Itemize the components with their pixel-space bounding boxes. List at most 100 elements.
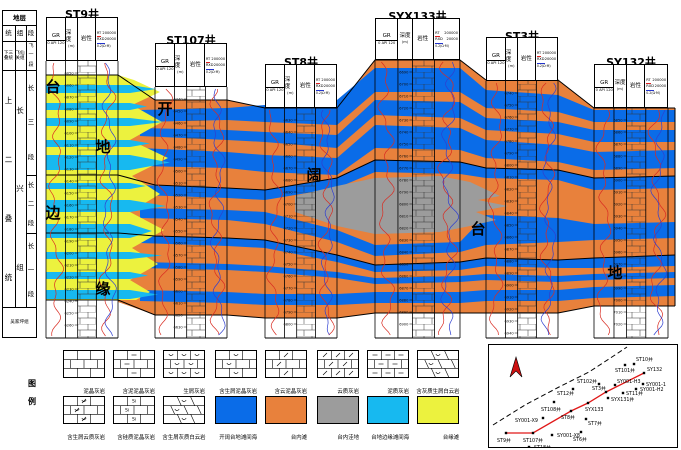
- depth-label: 6910: [505, 296, 515, 300]
- strat-col-member: 段: [27, 29, 35, 37]
- legend-label: 含灰质生屑白云岩: [416, 389, 460, 395]
- depth-label: 6150: [65, 192, 75, 196]
- facies-intershoal-sea-band-7: [140, 285, 675, 305]
- gr-curve-ST107井: [156, 88, 174, 336]
- facies-label-4: 开: [157, 100, 172, 118]
- depth-label: 6560: [174, 242, 184, 246]
- well-header-SYX133井: GR 0 API 120 深度 (m) 岩性 RT 200000 RXD 20000 0…: [375, 18, 460, 60]
- depth-label: 6770: [399, 167, 409, 171]
- rxd-curve-ST107井: [209, 88, 226, 336]
- depth-track-header: 深度 (m): [175, 44, 187, 86]
- depth-label: 6900: [399, 323, 409, 327]
- legend-row1-item-3: 含生屑泥晶灰岩: [215, 350, 257, 397]
- depth-label: 6820: [399, 227, 409, 231]
- map-well-dot-ST18井: [527, 445, 531, 447]
- depth-label: 6720: [284, 227, 294, 231]
- depth-label: 6860: [399, 275, 409, 279]
- depth-label: 6490: [174, 158, 184, 162]
- legend-row2-item-0: 含生屑云质灰岩: [63, 396, 105, 443]
- legend-label: 台缘滩: [442, 435, 459, 441]
- map-well-label-ST6井: ST6井: [573, 436, 587, 443]
- svg-text:Si: Si: [132, 417, 136, 423]
- map-well-dot-SY001-X9: [541, 416, 545, 420]
- depth-label: 6740: [284, 251, 294, 255]
- map-well-dot-ST7井: [584, 417, 588, 421]
- map-well-dot-SY001-H2: [634, 387, 638, 391]
- map-well-dot-ST9井: [504, 431, 508, 435]
- depth-label: 7010: [613, 311, 623, 315]
- map-well-dot-ST8井: [569, 409, 573, 413]
- depth-label: 6790: [284, 311, 294, 315]
- depth-label: 6440: [174, 98, 184, 102]
- strat-t1-formation: 飞仙关组: [15, 50, 25, 61]
- depth-label: 6670: [284, 167, 294, 171]
- depth-label: 6860: [613, 131, 623, 135]
- svg-text:Si: Si: [125, 408, 129, 414]
- map-well-label-ST18井: ST18井: [534, 444, 551, 447]
- lithology-track-ST107井: [186, 87, 206, 338]
- lithology-pattern-icon: [318, 351, 358, 377]
- well-header-SY132井: GR 0 API 120 深度 (m) 岩性 RT 200000 RXD 20000 0…: [594, 64, 668, 108]
- map-well-label-SY001-H2: SY001-H2: [640, 387, 664, 393]
- depth-label: 6740: [505, 92, 515, 96]
- depth-label: 6970: [613, 263, 623, 267]
- depth-label: 6890: [505, 272, 515, 276]
- facies-margin-sea-band-9: [46, 272, 148, 279]
- legend-row1-item-1: 含泥泥晶灰岩: [113, 350, 155, 397]
- depth-label: 6810: [399, 215, 409, 219]
- depth-label: 6700: [399, 83, 409, 87]
- strat-wujiaping: 吴家坪组: [10, 319, 29, 325]
- depth-label: 6640: [284, 131, 294, 135]
- depth-label: 6580: [174, 266, 184, 270]
- depth-label: 6110: [65, 144, 75, 148]
- depth-label: 6700: [284, 203, 294, 207]
- depth-label: 6850: [613, 119, 623, 123]
- facies-margin-sea-band-7: [46, 224, 152, 238]
- depth-label: 6140: [65, 180, 75, 184]
- depth-label: 6890: [399, 311, 409, 315]
- depth-label: 6630: [284, 119, 294, 123]
- depth-label: 6660: [284, 155, 294, 159]
- depth-label: 6200: [65, 252, 75, 256]
- depth-label: 6650: [284, 143, 294, 147]
- facies-color-swatch: [417, 396, 459, 424]
- depth-track-header: 深度 (m): [506, 38, 518, 80]
- resistivity-track-header: RT 200000 RXD 20000 0.2(Ω·M): [646, 77, 667, 95]
- map-well-label-SY001-X9: SY001-X9: [515, 418, 538, 424]
- depth-label: 6750: [399, 143, 409, 147]
- depth-label: 6770: [505, 128, 515, 132]
- depth-track-header: 深度 (m): [398, 19, 413, 59]
- depth-label: 6690: [399, 71, 409, 75]
- map-well-label-SY001-1: SY001-1: [646, 382, 666, 388]
- lithology-swatch: [317, 350, 359, 378]
- depth-label: 6500: [174, 170, 184, 174]
- depth-label: 6770: [284, 287, 294, 291]
- depth-label: 6800: [505, 164, 515, 168]
- legend-label: 台内洼地: [337, 435, 359, 441]
- depth-label: 6830: [505, 200, 515, 204]
- strat-member-c1: 长一段: [27, 241, 35, 299]
- legend-row2-item-7: 台缘滩: [417, 396, 459, 443]
- depth-label: 6940: [505, 332, 515, 336]
- map-well-dot-ST11井: [621, 391, 625, 395]
- facies-label-0: 台: [45, 78, 60, 96]
- depth-track-header: 深度 (m): [614, 65, 627, 107]
- lithology-pattern-icon: [64, 351, 104, 377]
- resistivity-track-header: RT 200000 RXD 20000 0.2(Ω·M): [96, 30, 117, 48]
- map-well-dot-SYX133: [586, 401, 590, 405]
- legend-title: 图例: [28, 378, 36, 406]
- lithology-swatch: [113, 350, 155, 378]
- rxd-curve-ST9井: [101, 62, 117, 337]
- depth-label: 6120: [65, 156, 75, 160]
- lithology-track-ST3井: [517, 81, 537, 338]
- depth-label: 6730: [284, 239, 294, 243]
- lithology-pattern-icon: [164, 351, 204, 377]
- depth-label: 6870: [613, 143, 623, 147]
- depth-label: 6840: [399, 251, 409, 255]
- gr-track-header: GR 0 API 120: [376, 19, 399, 59]
- lithology-track-header: 岩性: [297, 65, 315, 107]
- lithology-swatch: [265, 350, 307, 378]
- depth-label: 6800: [399, 203, 409, 207]
- legend-label: 台地边缘滩间海: [371, 435, 409, 441]
- strat-t1-series: 下三叠统: [3, 50, 14, 61]
